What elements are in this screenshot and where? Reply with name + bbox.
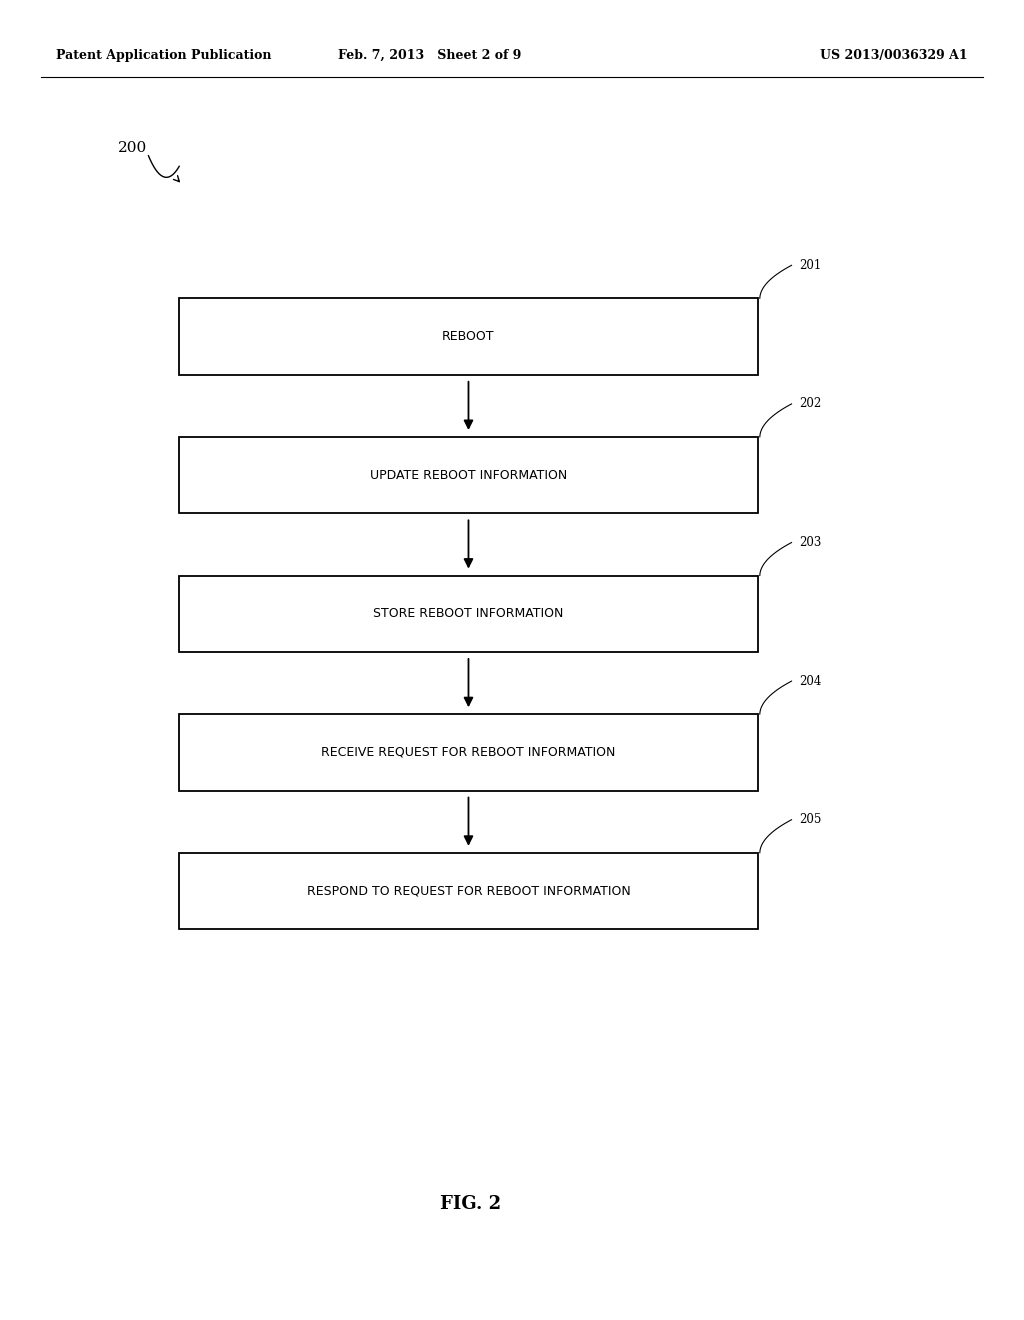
Text: US 2013/0036329 A1: US 2013/0036329 A1	[820, 49, 968, 62]
Text: REBOOT: REBOOT	[442, 330, 495, 343]
Bar	[179, 576, 758, 652]
Bar	[179, 853, 758, 929]
Text: FIG. 2: FIG. 2	[440, 1195, 502, 1213]
Text: 203: 203	[799, 536, 821, 549]
Bar	[179, 437, 758, 513]
Text: 202: 202	[799, 397, 821, 411]
Text: STORE REBOOT INFORMATION: STORE REBOOT INFORMATION	[374, 607, 563, 620]
Text: Feb. 7, 2013   Sheet 2 of 9: Feb. 7, 2013 Sheet 2 of 9	[338, 49, 522, 62]
Bar	[179, 298, 758, 375]
Text: Patent Application Publication: Patent Application Publication	[56, 49, 271, 62]
Text: 200: 200	[118, 141, 147, 154]
Text: 205: 205	[799, 813, 821, 826]
Text: RECEIVE REQUEST FOR REBOOT INFORMATION: RECEIVE REQUEST FOR REBOOT INFORMATION	[322, 746, 615, 759]
Text: RESPOND TO REQUEST FOR REBOOT INFORMATION: RESPOND TO REQUEST FOR REBOOT INFORMATIO…	[306, 884, 631, 898]
Text: UPDATE REBOOT INFORMATION: UPDATE REBOOT INFORMATION	[370, 469, 567, 482]
Text: 204: 204	[799, 675, 821, 688]
Bar	[179, 714, 758, 791]
Text: 201: 201	[799, 259, 821, 272]
